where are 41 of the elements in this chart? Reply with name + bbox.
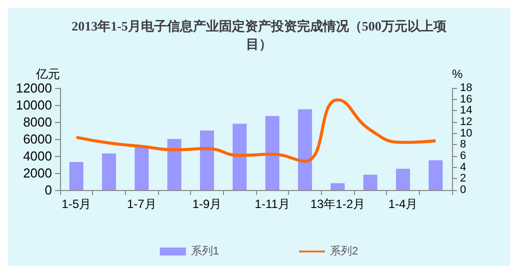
y-axis-title: 亿元: [35, 67, 60, 81]
y2-tick-label: 10: [460, 127, 472, 140]
bar: [363, 174, 378, 190]
y2-tick-label: 16: [460, 93, 472, 106]
legend-label: 系列2: [330, 244, 358, 258]
bar: [396, 168, 410, 190]
y2-tick-label: 12: [460, 116, 472, 128]
y2-tick-label: 4: [460, 161, 466, 174]
x-tick-label: 1-11月: [254, 197, 290, 211]
y-tick-label: 6000: [23, 132, 52, 146]
bar: [265, 116, 280, 190]
legend-label: 系列1: [190, 244, 220, 258]
bar: [134, 146, 149, 190]
y-tick-label: 2000: [23, 166, 52, 180]
y2-tick-label: 2: [460, 172, 466, 185]
x-tick-label: 1-9月: [192, 197, 222, 211]
bar: [298, 109, 312, 190]
bar: [102, 153, 116, 190]
y2-tick-label: 14: [460, 104, 472, 117]
bar: [330, 183, 345, 190]
bar: [69, 162, 84, 190]
line-series: [74, 98, 438, 163]
y2-tick-label: 18: [460, 82, 472, 94]
y-tick-label: 4000: [23, 148, 52, 164]
x-tick-label: 1-5月: [62, 197, 92, 211]
y-tick-label: 8000: [23, 114, 52, 130]
y2-tick-label: 6: [460, 150, 466, 162]
bar: [428, 160, 443, 190]
chart-title: 2013年1-5月电子信息产业固定资产投资完成情况（500万元以上项目）: [72, 18, 448, 52]
y2-axis-title: %: [452, 67, 463, 81]
y2-tick-label: 0: [460, 184, 466, 196]
x-tick-label: 1-4月: [388, 197, 418, 211]
y-tick-label: 10000: [16, 98, 52, 112]
x-tick-label: 1-7月: [126, 197, 156, 211]
x-tick-label: 13年1-2月: [310, 197, 366, 211]
bar: [167, 139, 182, 190]
bar: [232, 124, 247, 190]
bar: [200, 130, 214, 190]
y-tick-label: 12000: [16, 80, 52, 96]
y-tick-label: 0: [44, 182, 52, 198]
y2-tick-label: 8: [460, 138, 466, 151]
